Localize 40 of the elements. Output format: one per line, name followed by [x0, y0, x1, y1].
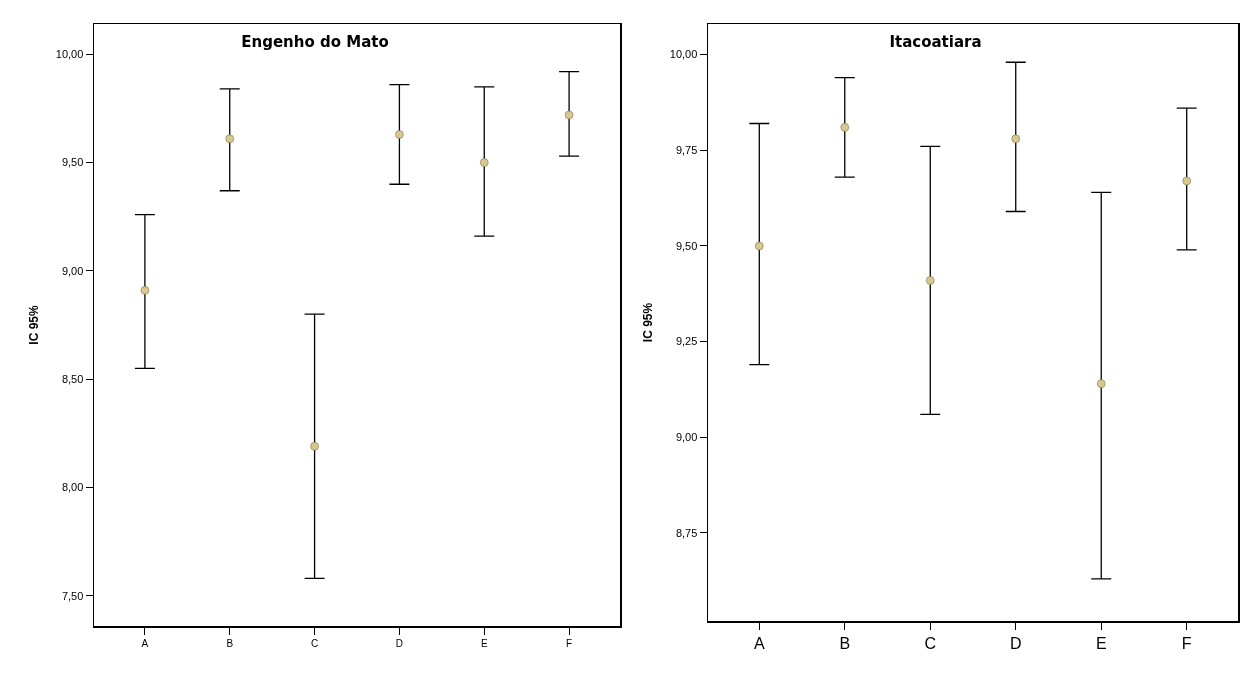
y-tick-label: 9,25 — [675, 335, 698, 348]
point — [395, 130, 404, 139]
point — [1011, 134, 1020, 144]
x-tick-label: D — [1009, 634, 1022, 652]
x-tick-label: B — [839, 634, 851, 652]
x-tick-label: E — [480, 637, 488, 649]
text: Itacoatiara — [889, 32, 982, 51]
y-tick-label: 10,00 — [55, 48, 84, 61]
point — [140, 286, 150, 295]
y-tick-label: 8,00 — [61, 481, 84, 494]
point — [564, 110, 574, 120]
y-tick-label: 8,75 — [675, 526, 698, 539]
point — [1096, 379, 1106, 388]
y-tick-label: 9,00 — [675, 431, 698, 444]
x-tick-label: D — [395, 637, 404, 649]
y-tick-label: 7,50 — [61, 589, 84, 602]
y-tick-label: 9,50 — [61, 156, 84, 169]
x-tick-label: F — [1181, 634, 1192, 652]
x-tick-label: C — [310, 637, 319, 649]
point — [1182, 176, 1191, 186]
point — [926, 276, 935, 285]
point — [840, 123, 850, 132]
y-axis-title: IC 95% — [27, 305, 42, 345]
y-tick-label: 9,75 — [675, 144, 698, 157]
x-tick-label: A — [753, 634, 765, 652]
y-tick-label: 10,00 — [669, 48, 698, 61]
x-tick-label: F — [566, 637, 573, 649]
x-tick-label: B — [226, 637, 234, 649]
point — [755, 241, 764, 251]
y-tick-label: 8,50 — [61, 372, 84, 385]
x-tick-label: E — [1095, 634, 1107, 652]
text: Engenho do Mato — [241, 32, 389, 51]
point — [310, 442, 319, 451]
y-tick-label: 9,00 — [61, 264, 84, 277]
x-tick-label: C — [924, 634, 937, 652]
y-tick-label: 9,50 — [675, 239, 698, 252]
x-tick-label: A — [141, 637, 149, 649]
point — [480, 158, 489, 167]
point — [225, 134, 234, 144]
y-axis-title: IC 95% — [641, 302, 656, 343]
